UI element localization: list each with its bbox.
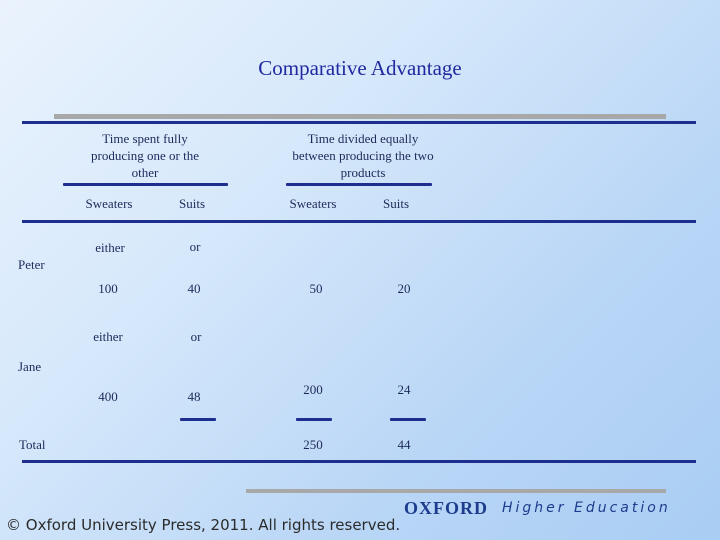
total-split-suits: 44 <box>397 437 411 452</box>
jane-either: either <box>93 329 123 344</box>
jane-split-sweaters: 200 <box>303 382 323 397</box>
header-divided-time: Time divided equally between producing t… <box>292 131 434 180</box>
jane-or: or <box>190 329 202 344</box>
col-sweaters-full: Sweaters <box>85 196 133 211</box>
title-gray-rule <box>54 114 666 119</box>
peter-either: either <box>95 240 125 255</box>
sum-underline-suits-split <box>390 418 426 421</box>
row-label-jane: Jane <box>18 359 42 374</box>
peter-full-sweaters: 100 <box>98 281 118 296</box>
col-sweaters-split: Sweaters <box>289 196 337 211</box>
peter-or: or <box>189 239 201 254</box>
peter-full-suits: 40 <box>187 281 201 296</box>
publisher-logo: OXFORD <box>404 498 488 518</box>
sum-underline-sweaters-split <box>296 418 332 421</box>
header-bottom-rule <box>22 220 696 223</box>
header-right-underline <box>286 183 432 186</box>
col-suits-split: Suits <box>382 196 409 211</box>
footer-gray-rule <box>246 489 666 493</box>
slide-title: Comparative Advantage <box>258 56 462 80</box>
sum-underline-suits-full <box>180 418 216 421</box>
publisher-tagline: Higher Education <box>502 500 671 516</box>
table-bottom-rule <box>22 460 696 463</box>
jane-full-suits: 48 <box>187 389 201 404</box>
row-label-peter: Peter <box>18 257 45 272</box>
total-split-sweaters: 250 <box>303 437 323 452</box>
col-suits-full: Suits <box>178 196 205 211</box>
row-label-total: Total <box>19 437 46 452</box>
peter-split-suits: 20 <box>397 281 411 296</box>
copyright-notice: © Oxford University Press, 2011. All rig… <box>6 516 401 534</box>
header-top-rule <box>22 121 696 124</box>
jane-split-suits: 24 <box>397 382 411 397</box>
header-left-underline <box>63 183 228 186</box>
header-full-production: Time spent fully producing one or the ot… <box>91 131 199 180</box>
peter-split-sweaters: 50 <box>309 281 323 296</box>
jane-full-sweaters: 400 <box>98 389 118 404</box>
